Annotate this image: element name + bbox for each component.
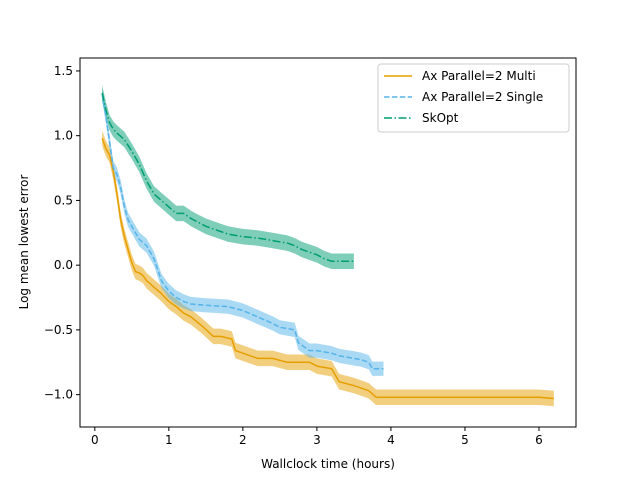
legend-frame <box>377 63 570 133</box>
legend: Ax Parallel=2 Multi Ax Parallel=2 Single S… <box>377 63 570 133</box>
x-tick-label: 1 <box>165 433 173 447</box>
y-tick-label: −1.0 <box>44 388 73 402</box>
y-axis: −1.0 −0.5 0.0 0.5 1.0 1.5 <box>44 64 80 402</box>
plot-area-frame <box>79 57 577 428</box>
x-axis-label: Wallclock time (hours) <box>261 457 395 471</box>
y-tick-label: 0.0 <box>54 258 73 272</box>
legend-label-0: Ax Parallel=2 Multi <box>422 69 536 83</box>
y-tick-label: −0.5 <box>44 323 73 337</box>
y-tick-label: 0.5 <box>54 193 73 207</box>
y-tick-label: 1.5 <box>54 64 73 78</box>
x-tick-label: 3 <box>313 433 321 447</box>
x-tick-label: 6 <box>535 433 543 447</box>
series-line-1 <box>101 94 384 370</box>
series-line-0 <box>101 138 554 400</box>
legend-label-2: SkOpt <box>422 111 459 125</box>
x-tick-label: 2 <box>239 433 247 447</box>
legend-label-1: Ax Parallel=2 Single <box>422 90 543 104</box>
y-tick-label: 1.0 <box>54 129 73 143</box>
x-tick-label: 0 <box>91 433 99 447</box>
x-tick-label: 5 <box>461 433 469 447</box>
series-band-0 <box>102 130 554 407</box>
x-tick-label: 4 <box>387 433 395 447</box>
x-axis: 0 1 2 3 4 5 6 <box>91 427 543 447</box>
y-axis-label: Log mean lowest error <box>17 175 31 310</box>
series-band-2 <box>102 85 354 269</box>
series-line-2 <box>101 92 354 263</box>
